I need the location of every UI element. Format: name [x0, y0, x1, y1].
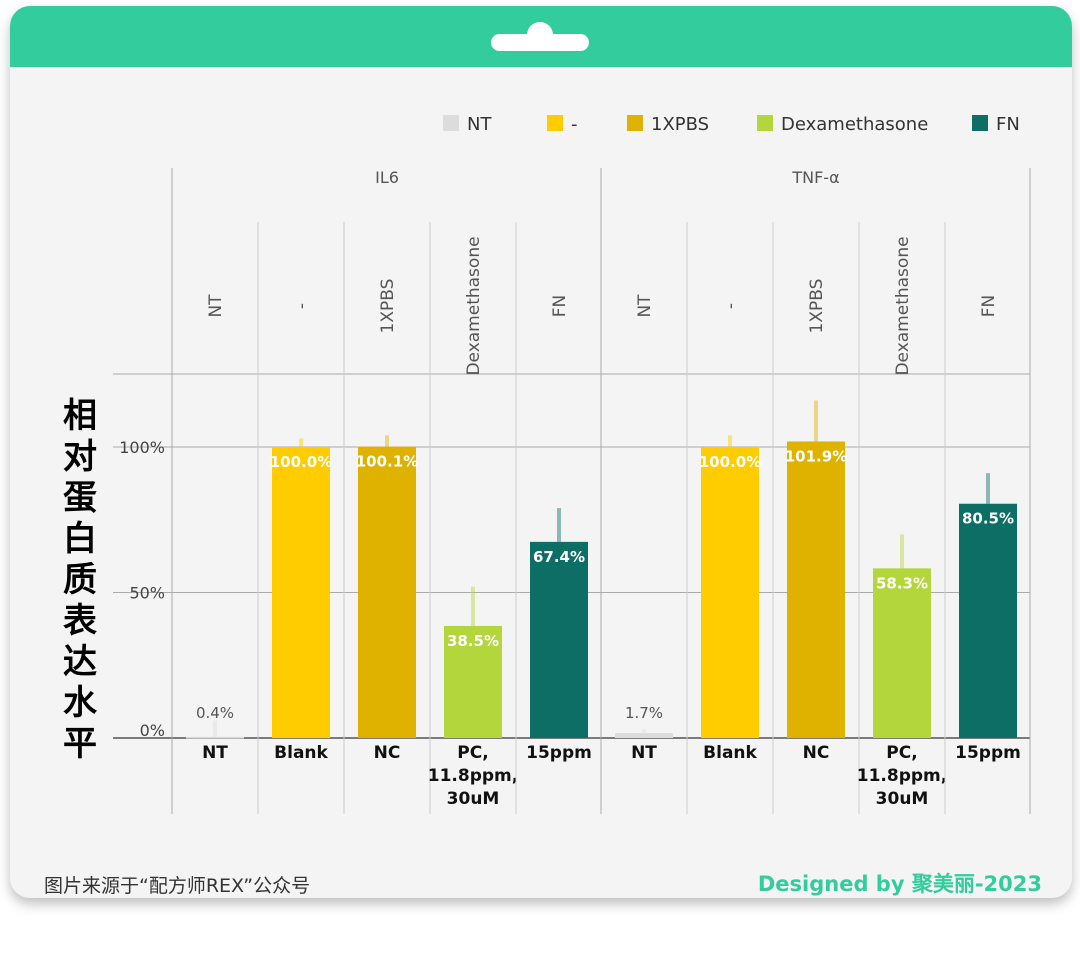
group-label-nt: NT — [206, 294, 226, 318]
category-label-line: 15ppm — [526, 743, 592, 763]
data-label-nt: 0.4% — [196, 704, 234, 722]
category-label: 15ppm — [526, 743, 592, 763]
data-label-fn: 67.4% — [533, 548, 585, 566]
category-label: NT — [631, 743, 657, 763]
data-label-fn: 80.5% — [962, 510, 1014, 528]
category-label-line: NT — [631, 743, 657, 763]
legend-label-blank: - — [571, 114, 578, 135]
legend-label-dexamethasone: Dexamethasone — [781, 114, 928, 135]
group-label-nt: NT — [635, 294, 655, 318]
panel-title: TNF-α — [791, 168, 839, 187]
bar-1xpbs — [358, 446, 416, 738]
data-label-nt: 1.7% — [625, 704, 663, 722]
group-label-dexamethasone: Dexamethasone — [893, 236, 913, 375]
card-header — [10, 6, 1072, 67]
bar-dexamethasone — [873, 568, 931, 738]
category-label-line: NC — [374, 743, 401, 763]
category-label: Blank — [274, 743, 328, 763]
category-label-line: 30uM — [447, 789, 500, 809]
bar-chart: NT - 1XPBS Dexamethasone FN IL6 NT 0.4% NT - 100.… — [113, 114, 1031, 814]
chart-card: NT - 1XPBS Dexamethasone FN IL6 NT 0.4% NT - 100.… — [10, 6, 1072, 898]
category-label: NT — [202, 743, 228, 763]
y-axis-label: 相对蛋白质表达水平 — [63, 396, 97, 764]
data-label-1xpbs: 100.1% — [356, 453, 418, 471]
legend-label-1xpbs: 1XPBS — [651, 114, 709, 135]
panel-title: IL6 — [375, 168, 399, 187]
category-label-line: 30uM — [876, 789, 929, 809]
y-axis: 0% 50% 100% — [119, 438, 165, 740]
data-label-dexamethasone: 58.3% — [876, 574, 928, 592]
chart-panels: IL6 NT 0.4% NT - 100.0% Blank 1XPBS 100.1% NC Dexa… — [186, 168, 1021, 814]
group-label-fn: FN — [550, 295, 570, 318]
bar-1xpbs — [787, 441, 845, 738]
category-label-line: 11.8ppm, — [857, 766, 947, 786]
group-label-blank: - — [721, 303, 741, 309]
group-label-dexamethasone: Dexamethasone — [464, 236, 484, 375]
bar-blank — [272, 447, 330, 738]
y-tick-label-50: 50% — [129, 584, 165, 603]
legend-swatch-dexamethasone — [757, 115, 773, 131]
category-label-line: 11.8ppm, — [428, 766, 518, 786]
group-label-1xpbs: 1XPBS — [807, 279, 827, 334]
category-label-line: PC, — [886, 743, 917, 763]
group-label-1xpbs: 1XPBS — [378, 279, 398, 334]
category-label: NC — [374, 743, 401, 763]
category-label-line: 15ppm — [955, 743, 1021, 763]
panel-tnf: TNF-α NT 1.7% NT - 100.0% Blank 1XPBS 101.9% NC De… — [615, 168, 1021, 814]
category-label: Blank — [703, 743, 757, 763]
group-label-blank: - — [292, 303, 312, 309]
legend-swatch-blank — [547, 115, 563, 131]
bar-nt — [615, 733, 673, 738]
category-label: PC, 11.8ppm, 30uM — [428, 743, 518, 809]
header-knob — [527, 22, 553, 48]
credit: Designed by 聚美丽-2023 — [757, 872, 1042, 896]
legend-label-nt: NT — [467, 114, 492, 135]
data-label-blank: 100.0% — [699, 453, 761, 471]
category-label: 15ppm — [955, 743, 1021, 763]
panel-il6: IL6 NT 0.4% NT - 100.0% Blank 1XPBS 100.1% NC Dexa… — [186, 168, 592, 814]
category-label-line: Blank — [703, 743, 757, 763]
data-label-1xpbs: 101.9% — [785, 447, 847, 465]
category-label-line: NC — [803, 743, 830, 763]
bar-fn — [959, 503, 1017, 738]
source-note: 图片来源于“配方师REX”公众号 — [44, 875, 311, 897]
y-tick-label-0: 0% — [140, 721, 165, 740]
y-tick-label-100: 100% — [119, 438, 165, 457]
category-label-line: NT — [202, 743, 228, 763]
legend-swatch-1xpbs — [627, 115, 643, 131]
legend-swatch-fn — [972, 115, 988, 131]
legend: NT - 1XPBS Dexamethasone FN — [443, 114, 1020, 135]
category-label: NC — [803, 743, 830, 763]
group-label-fn: FN — [979, 295, 999, 318]
bar-blank — [701, 447, 759, 738]
data-label-blank: 100.0% — [270, 453, 332, 471]
legend-swatch-nt — [443, 115, 459, 131]
category-label-line: PC, — [457, 743, 488, 763]
category-label: PC, 11.8ppm, 30uM — [857, 743, 947, 809]
bar-dexamethasone — [444, 625, 502, 738]
legend-label-fn: FN — [996, 114, 1020, 135]
bar-fn — [530, 541, 588, 738]
category-label-line: Blank — [274, 743, 328, 763]
bar-nt — [186, 736, 244, 739]
data-label-dexamethasone: 38.5% — [447, 632, 499, 650]
